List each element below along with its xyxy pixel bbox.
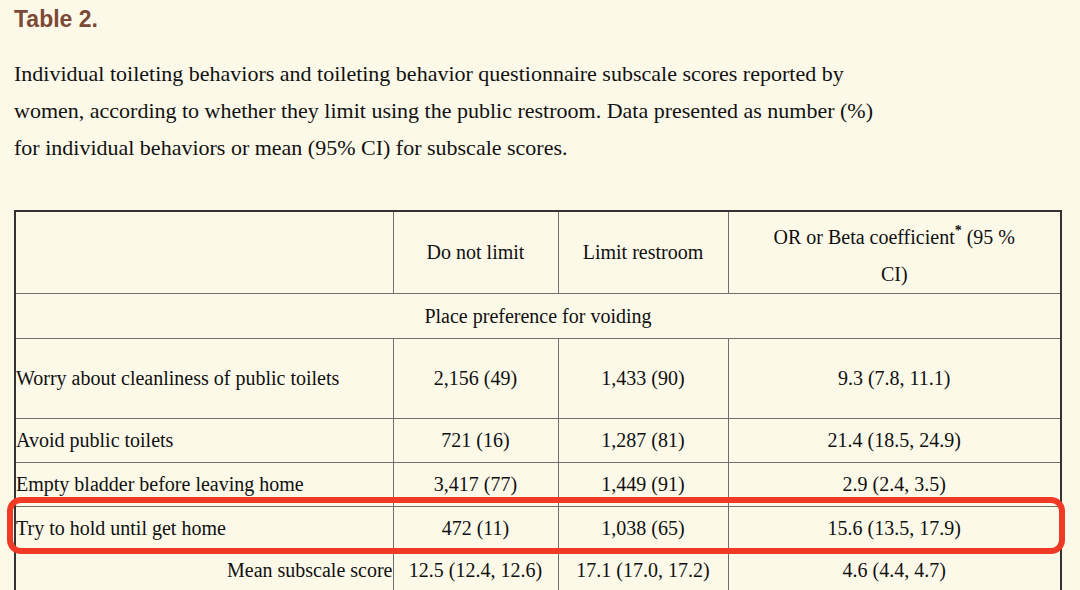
table-caption: Individual toileting behaviors and toile… <box>14 55 873 166</box>
col-header-behavior <box>15 211 393 294</box>
table-header-row: Do not limit Limit restroom OR or Beta c… <box>15 211 1061 294</box>
or-header-main: OR or Beta coefficient <box>773 226 954 248</box>
or-header-line2: CI) <box>729 256 1061 293</box>
col-header-do-not-limit: Do not limit <box>393 211 558 294</box>
page-title: Table 2. <box>14 6 98 33</box>
cell-or-ci: 9.3 (7.8, 11.1) <box>728 339 1061 419</box>
cell-or-ci: 15.6 (13.5, 17.9) <box>728 507 1061 551</box>
or-header-rest: (95 % <box>962 226 1015 248</box>
cell-do-not-limit: 472 (11) <box>393 507 558 551</box>
cell-limit-restroom: 1,433 (90) <box>558 339 728 419</box>
row-label: Try to hold until get home <box>15 507 393 551</box>
table-row-worry-cleanliness: Worry about cleanliness of public toilet… <box>15 339 1061 419</box>
caption-line-1: Individual toileting behaviors and toile… <box>14 55 873 92</box>
row-label: Mean subscale score <box>15 551 393 590</box>
table-row-empty-bladder: Empty bladder before leaving home 3,417 … <box>15 463 1061 507</box>
row-label: Empty bladder before leaving home <box>15 463 393 507</box>
caption-line-2: women, according to whether they limit u… <box>14 92 873 129</box>
asterisk-footnote-marker: * <box>955 223 962 238</box>
cell-limit-restroom: 1,287 (81) <box>558 419 728 463</box>
cell-do-not-limit: 3,417 (77) <box>393 463 558 507</box>
caption-line-3: for individual behaviors or mean (95% CI… <box>14 129 873 166</box>
cell-do-not-limit: 721 (16) <box>393 419 558 463</box>
table-row-try-to-hold: Try to hold until get home 472 (11) 1,03… <box>15 507 1061 551</box>
or-header-line1: OR or Beta coefficient* (95 % <box>729 212 1061 256</box>
cell-limit-restroom: 1,038 (65) <box>558 507 728 551</box>
cell-do-not-limit: 2,156 (49) <box>393 339 558 419</box>
behaviors-table: Do not limit Limit restroom OR or Beta c… <box>14 210 1062 590</box>
cell-or-ci: 21.4 (18.5, 24.9) <box>728 419 1061 463</box>
row-label: Avoid public toilets <box>15 419 393 463</box>
col-header-limit-restroom: Limit restroom <box>558 211 728 294</box>
cell-or-ci: 2.9 (2.4, 3.5) <box>728 463 1061 507</box>
col-header-or-ci: OR or Beta coefficient* (95 % CI) <box>728 211 1061 294</box>
row-label: Worry about cleanliness of public toilet… <box>15 339 393 419</box>
table-row-avoid-public-toilets: Avoid public toilets 721 (16) 1,287 (81)… <box>15 419 1061 463</box>
section-row-place-preference: Place preference for voiding <box>15 294 1061 339</box>
cell-limit-restroom: 1,449 (91) <box>558 463 728 507</box>
page: { "title": "Table 2.", "description_line… <box>0 0 1080 590</box>
cell-or-ci: 4.6 (4.4, 4.7) <box>728 551 1061 590</box>
cell-do-not-limit: 12.5 (12.4, 12.6) <box>393 551 558 590</box>
table-row-mean-subscale-score: Mean subscale score 12.5 (12.4, 12.6) 17… <box>15 551 1061 590</box>
section-title: Place preference for voiding <box>15 294 1061 339</box>
cell-limit-restroom: 17.1 (17.0, 17.2) <box>558 551 728 590</box>
